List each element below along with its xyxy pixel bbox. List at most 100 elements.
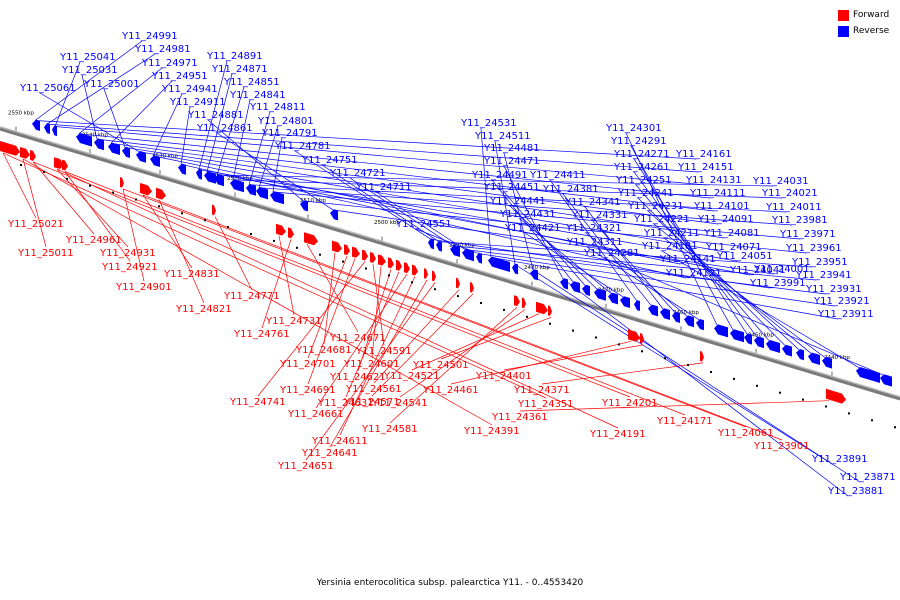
reverse-gene-label: Y11_24181 [641,241,698,252]
forward-gene-arrow [276,223,286,236]
reverse-leader-line [103,88,126,148]
forward-gene-arrow [62,159,68,171]
forward-gene-label: Y11_24681 [295,345,352,356]
forward-leader-line [2,152,547,399]
reverse-leader-line [438,241,813,268]
scale-tick-label: 2450 kbp [748,332,774,338]
reverse-gene-label: Y11_24071 [705,242,762,253]
reverse-gene-arrow [796,349,804,361]
forward-gene-arrow [826,388,846,404]
strand-marker [526,315,528,318]
reverse-leader-line [272,191,801,240]
forward-leader-line [345,271,400,398]
forward-gene-arrow [640,333,644,344]
reverse-gene-label: Y11_24311 [566,237,623,248]
reverse-gene-label: Y11_23881 [827,486,884,497]
forward-gene-label: Y11_24521 [383,371,440,382]
reverse-gene-label: Y11_24321 [565,223,622,234]
reverse-gene-label: Y11_24131 [685,175,742,186]
reverse-gene-label: Y11_24451 [483,182,540,193]
reverse-gene-arrow [246,184,256,196]
forward-leader-line [399,309,526,398]
forward-gene-label: Y11_24621 [329,372,386,383]
reverse-gene-arrow [822,356,832,369]
gene-labels: Y11_24991Y11_24981Y11_25041Y11_24971Y11_… [7,31,896,497]
strand-marker [641,350,643,353]
reverse-gene-label: Y11_24031 [752,176,809,187]
reverse-gene-label: Y11_24331 [571,210,628,221]
reverse-gene-label: Y11_24301 [605,123,662,134]
strand-marker [181,212,183,215]
reverse-leader-line [54,126,707,186]
forward-gene-label: Y11_25011 [17,248,74,259]
forward-gene-arrow [404,262,410,274]
reverse-gene-label: Y11_24811 [249,102,306,113]
reverse-gene-label: Y11_24091 [697,214,754,225]
reverse-gene-arrow [300,200,308,212]
strand-marker [250,233,252,235]
forward-leader-line [261,239,292,329]
reverse-leader-line [332,209,775,275]
legend-item-reverse: Reverse [838,24,889,38]
strand-marker [894,426,896,429]
forward-gene-arrow [432,270,436,282]
reverse-gene-label: Y11_25031 [61,65,118,76]
forward-gene-arrow [344,244,350,256]
forward-gene-arrow [412,264,418,276]
gene-features [0,119,896,429]
reverse-gene-label: Y11_24211 [643,228,700,239]
reverse-gene-label: Y11_23991 [749,278,806,289]
strand-marker [710,371,712,373]
forward-gene-label: Y11_24701 [279,359,336,370]
reverse-gene-label: Y11_24791 [261,128,318,139]
reverse-gene-label: Y11_23951 [791,257,848,268]
reverse-leader-line [216,86,245,176]
reverse-leader-line [216,132,334,211]
strand-marker [756,384,758,387]
forward-gene-arrow [120,177,124,188]
reverse-leader-line [81,74,98,140]
forward-gene-label: Y11_24401 [475,371,532,382]
reverse-leader-line [452,245,817,281]
forward-gene-arrow [700,351,704,362]
reverse-gene-label: Y11_24011 [765,202,822,213]
reverse-gene-label: Y11_24271 [613,149,670,160]
reverse-gene-arrow [766,340,780,353]
forward-leader-line [142,194,193,269]
forward-gene-arrow [30,150,36,161]
reverse-gene-arrow [672,311,680,323]
strand-marker [480,302,482,304]
forward-leader-line [541,362,704,385]
strand-marker [687,364,689,367]
reverse-leader-line [375,191,466,250]
reverse-leader-line [603,257,884,376]
reverse-leader-line [232,179,783,199]
reverse-gene-label: Y11_24111 [689,188,746,199]
reverse-gene-arrow [214,174,224,187]
forward-gene-label: Y11_24671 [329,333,386,344]
reverse-gene-arrow [856,367,880,383]
reverse-gene-label: Y11_24481 [483,143,540,154]
reverse-gene-label: Y11_23891 [811,454,868,465]
reverse-gene-label: Y11_24851 [223,77,280,88]
reverse-leader-line [586,246,700,320]
forward-gene-arrow [352,246,360,258]
forward-gene-arrow [212,204,216,216]
reverse-gene-label: Y11_23921 [813,296,870,307]
reverse-leader-line [349,177,454,247]
forward-leader-line [122,188,747,428]
strand-marker [411,281,413,284]
reverse-leader-line [258,187,793,226]
reverse-gene-label: Y11_24341 [564,197,621,208]
reverse-leader-line [584,206,664,310]
reverse-gene-label: Y11_24951 [151,71,208,82]
forward-gene-label: Y11_23901 [753,441,810,452]
reverse-leader-line [248,111,271,185]
reverse-leader-line [562,278,849,497]
reverse-leader-line [96,138,715,212]
forward-gene-label: Y11_24931 [99,248,156,259]
reverse-leader-line [206,171,751,276]
forward-leader-line [122,188,145,282]
strand-marker [135,198,137,201]
